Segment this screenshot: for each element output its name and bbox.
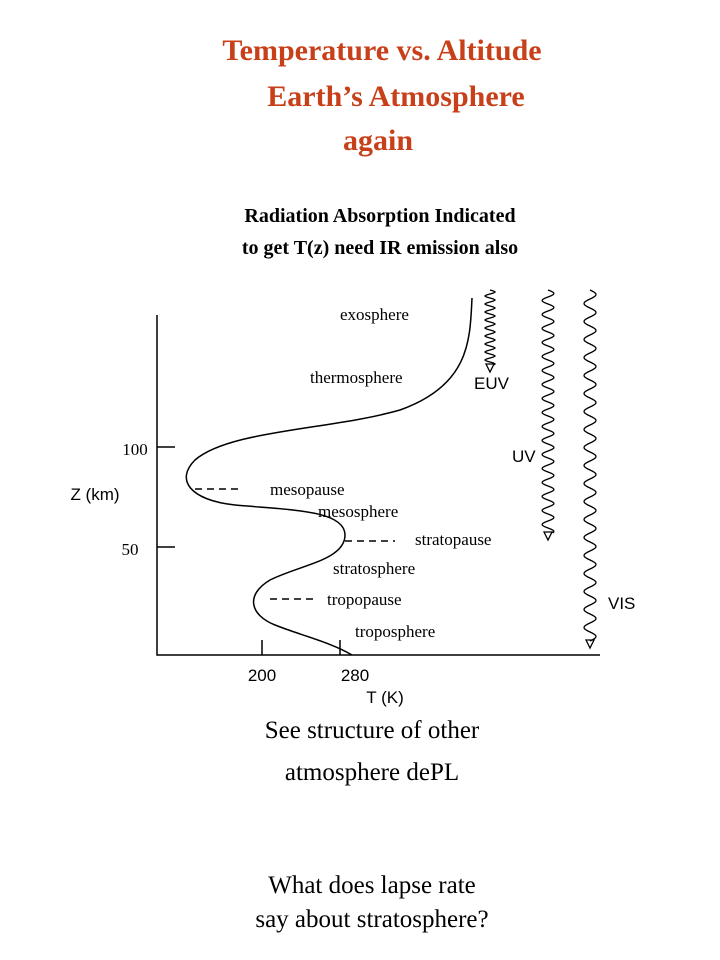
temperature-curve <box>185 297 473 656</box>
layer-label: tropopause <box>327 590 402 609</box>
x-axis-label: T (K) <box>366 688 403 707</box>
wave <box>583 289 597 650</box>
note-line: What does lapse rate <box>268 872 476 899</box>
dashed-markers <box>195 488 395 600</box>
layer-label: mesopause <box>270 480 345 499</box>
note-line: atmosphere dePL <box>285 759 459 786</box>
note-line: say about stratosphere? <box>255 906 488 933</box>
wave <box>541 289 555 542</box>
layer-label: stratosphere <box>333 559 415 578</box>
title-line: again <box>343 124 413 157</box>
wave <box>483 289 497 374</box>
note-line: See structure of other <box>265 717 480 744</box>
layer-label: mesosphere <box>318 502 398 521</box>
radiation-label: VIS <box>608 594 635 613</box>
x-tick-label: 200 <box>248 666 276 685</box>
layer-label: troposphere <box>355 622 435 641</box>
radiation-label: EUV <box>474 374 510 393</box>
y-tick-label: 50 <box>122 540 139 559</box>
radiation-label: UV <box>512 447 536 466</box>
y-tick-label: 100 <box>122 440 148 459</box>
layer-label: thermosphere <box>310 368 403 387</box>
layer-label: stratopause <box>415 530 491 549</box>
y-axis-label: Z (km) <box>70 485 119 504</box>
layer-label: exosphere <box>340 305 409 324</box>
subtitle-line: to get T(z) need IR emission also <box>242 237 518 259</box>
radiation-waves <box>483 289 597 650</box>
diagram: 100 50 Z (km) 200 280 T (K) exosphere th… <box>70 289 635 707</box>
title-line: Earth’s Atmosphere <box>267 80 525 113</box>
axes <box>156 315 600 656</box>
subtitle-line: Radiation Absorption Indicated <box>244 205 515 227</box>
x-tick-label: 280 <box>341 666 369 685</box>
title-line: Temperature vs. Altitude <box>222 34 541 67</box>
